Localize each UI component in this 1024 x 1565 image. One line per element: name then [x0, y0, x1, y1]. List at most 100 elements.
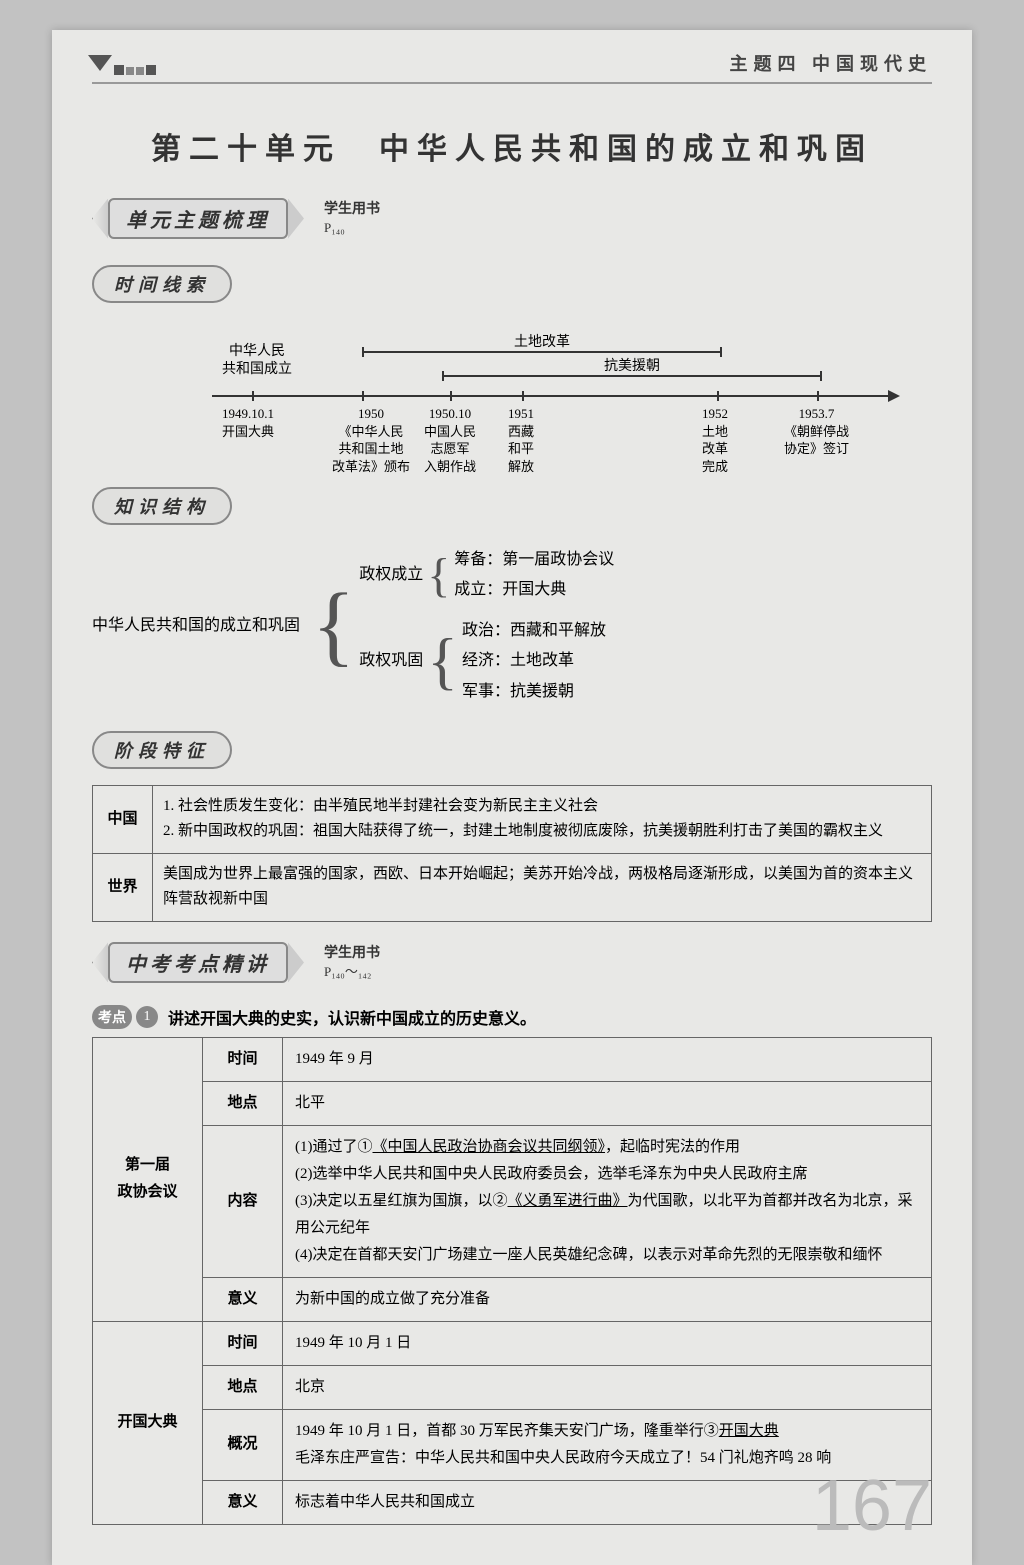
branch-items: 筹备：第一届政协会议 成立：开国大典 — [454, 545, 614, 606]
square-icon — [126, 67, 134, 75]
detail-value: 北平 — [283, 1081, 932, 1125]
tag-deco-right — [288, 942, 304, 982]
detail-section-2: 开国大典 — [93, 1321, 203, 1524]
structure-item: 政治：西藏和平解放 — [462, 616, 606, 646]
timeline-axis — [212, 395, 892, 397]
structure-branch: 政权成立 { 筹备：第一届政协会议 成立：开国大典 — [359, 545, 614, 606]
timeline-event: 1950 《中华人民 共和国土地 改革法》颁布 — [332, 405, 410, 475]
stage-world-text: 美国成为世界上最富强的国家，西欧、日本开始崛起；美苏开始冷战，两极格局逐渐形成，… — [153, 853, 932, 921]
stage-world-label: 世界 — [93, 853, 153, 921]
timeline-tick — [252, 391, 254, 401]
book-ref-line2: P₁₄₀～₁₄₂ — [324, 963, 380, 981]
structure-item: 成立：开国大典 — [454, 575, 614, 605]
text: 1949 年 10 月 1 日，首都 30 万军民齐集天安门广场，隆重举行③ — [295, 1423, 719, 1439]
table-row: 第一届 政协会议 时间 1949 年 9 月 — [93, 1037, 932, 1081]
stage-china-label: 中国 — [93, 785, 153, 853]
tl-date: 1950.10 — [424, 405, 476, 423]
branch-label: 政权成立 — [359, 560, 423, 590]
section-row: 中考考点精讲 学生用书 P₁₄₀～₁₄₂ — [92, 942, 932, 983]
table-row: 开国大典 时间 1949 年 10 月 1 日 — [93, 1321, 932, 1365]
timeline-event: 1950.10 中国人民 志愿军 入朝作战 — [424, 405, 476, 475]
tl-date: 1952 — [702, 405, 728, 423]
section-tag-stage: 阶段特征 — [92, 731, 232, 769]
structure-item: 筹备：第一届政协会议 — [454, 545, 614, 575]
section-label: 中考考点精讲 — [108, 942, 288, 983]
branch-items: 政治：西藏和平解放 经济：土地改革 军事：抗美援朝 — [462, 616, 606, 707]
timeline-span-2: 抗美援朝 — [442, 375, 822, 377]
knowledge-structure: 中华人民共和国的成立和巩固 { 政权成立 { 筹备：第一届政协会议 成立：开国大… — [92, 545, 932, 707]
detail-key: 意义 — [203, 1277, 283, 1321]
header-topic: 主题四 中国现代史 — [730, 50, 933, 76]
square-icon — [114, 65, 124, 75]
detail-value: 北京 — [283, 1365, 932, 1409]
section-row: 单元主题梳理 学生用书 P₁₄₀ — [92, 198, 932, 239]
timeline-event: 1953.7 《朝鲜停战 协定》签订 — [784, 405, 849, 458]
timeline-event: 1952 土地 改革 完成 — [702, 405, 728, 475]
timeline-tick — [817, 391, 819, 401]
timeline-span-label: 抗美援朝 — [442, 355, 822, 375]
detail-key: 意义 — [203, 1480, 283, 1524]
timeline-span-label: 土地改革 — [362, 331, 722, 351]
unit-title: 第二十单元 中华人民共和国的成立和巩固 — [92, 124, 932, 168]
kaodian-label: 考点 — [92, 1005, 132, 1029]
book-ref-line1: 学生用书 — [324, 944, 380, 964]
text: 毛泽东庄严宣告：中华人民共和国中央人民政府今天成立了！54 门礼炮齐鸣 28 响 — [295, 1450, 831, 1466]
table-row: 中国 1. 社会性质发生变化：由半殖民地半封建社会变为新民主主义社会 2. 新中… — [93, 785, 932, 853]
tag-deco-right — [288, 199, 304, 239]
content-line: (2)选举中华人民共和国中央人民政府委员会，选举毛泽东为中央人民政府主席 — [295, 1161, 919, 1188]
underline-text: 《义勇军进行曲》 — [508, 1193, 628, 1209]
tl-text: 西藏 和平 解放 — [508, 423, 534, 476]
table-row: 地点 北京 — [93, 1365, 932, 1409]
timeline-top-left: 中华人民 共和国成立 — [222, 343, 292, 379]
section-tag-exam: 中考考点精讲 — [92, 942, 304, 983]
brace-icon: { — [423, 639, 462, 684]
structure-branches: 政权成立 { 筹备：第一届政协会议 成立：开国大典 政权巩固 { 政治：西藏和平… — [359, 545, 614, 707]
tl-date: 1951 — [508, 405, 534, 423]
timeline-tick — [522, 391, 524, 401]
stage-table: 中国 1. 社会性质发生变化：由半殖民地半封建社会变为新民主主义社会 2. 新中… — [92, 785, 932, 922]
text: (3)决定以五星红旗为国旗，以② — [295, 1193, 508, 1209]
detail-value-content: (1)通过了①《中国人民政治协商会议共同纲领》，起临时宪法的作用 (2)选举中华… — [283, 1125, 932, 1277]
table-row: 意义 标志着中华人民共和国成立 — [93, 1480, 932, 1524]
structure-root: 中华人民共和国的成立和巩固 — [92, 611, 308, 641]
content-line: (3)决定以五星红旗为国旗，以②《义勇军进行曲》为代国歌，以北平为首都并改名为北… — [295, 1188, 919, 1242]
brace-icon: { — [423, 559, 454, 593]
detail-key: 内容 — [203, 1125, 283, 1277]
detail-key: 概况 — [203, 1409, 283, 1480]
exam-point-tag: 考点 1 讲述开国大典的史实，认识新中国成立的历史意义。 — [92, 1005, 536, 1029]
timeline-diagram: 中华人民 共和国成立 土地改革 抗美援朝 1949.10.1 开国大典 1950… — [192, 323, 912, 453]
detail-key: 时间 — [203, 1037, 283, 1081]
detail-key: 时间 — [203, 1321, 283, 1365]
topic-text: 中国现代史 — [812, 54, 932, 74]
topic-label: 主题四 — [730, 54, 802, 74]
page-number: 167 — [812, 1465, 932, 1547]
table-row: 内容 (1)通过了①《中国人民政治协商会议共同纲领》，起临时宪法的作用 (2)选… — [93, 1125, 932, 1277]
detail-section-1: 第一届 政协会议 — [93, 1037, 203, 1321]
kaodian-title: 讲述开国大典的史实，认识新中国成立的历史意义。 — [168, 1005, 536, 1029]
text: ，起临时宪法的作用 — [605, 1139, 740, 1155]
underline-text: 《中国人民政治协商会议共同纲领》 — [373, 1139, 606, 1155]
structure-branch: 政权巩固 { 政治：西藏和平解放 经济：土地改革 军事：抗美援朝 — [359, 616, 614, 707]
table-row: 意义 为新中国的成立做了充分准备 — [93, 1277, 932, 1321]
timeline-tick — [362, 391, 364, 401]
section-tag-structure: 知识结构 — [92, 487, 232, 525]
header-decoration — [92, 51, 156, 75]
section-tag-overview: 单元主题梳理 — [92, 198, 304, 239]
timeline-tick — [717, 391, 719, 401]
tl-text: 《中华人民 共和国土地 改革法》颁布 — [332, 423, 410, 476]
square-icon — [146, 65, 156, 75]
timeline-span-1: 土地改革 — [362, 351, 722, 353]
detail-value: 1949 年 9 月 — [283, 1037, 932, 1081]
stage-china-text: 1. 社会性质发生变化：由半殖民地半封建社会变为新民主主义社会 2. 新中国政权… — [153, 785, 932, 853]
section-tag-timeline: 时间线索 — [92, 265, 232, 303]
book-ref-line2: P₁₄₀ — [324, 219, 380, 237]
page: 主题四 中国现代史 第二十单元 中华人民共和国的成立和巩固 单元主题梳理 学生用… — [52, 30, 972, 1565]
book-reference: 学生用书 P₁₄₀～₁₄₂ — [324, 944, 380, 982]
tag-deco-left — [92, 942, 108, 982]
timeline-event: 1951 西藏 和平 解放 — [508, 405, 534, 475]
detail-key: 地点 — [203, 1365, 283, 1409]
chevron-icon — [88, 55, 112, 71]
brace-icon: { — [308, 594, 359, 657]
table-row: 概况 1949 年 10 月 1 日，首都 30 万军民齐集天安门广场，隆重举行… — [93, 1409, 932, 1480]
tag-deco-left — [92, 199, 108, 239]
